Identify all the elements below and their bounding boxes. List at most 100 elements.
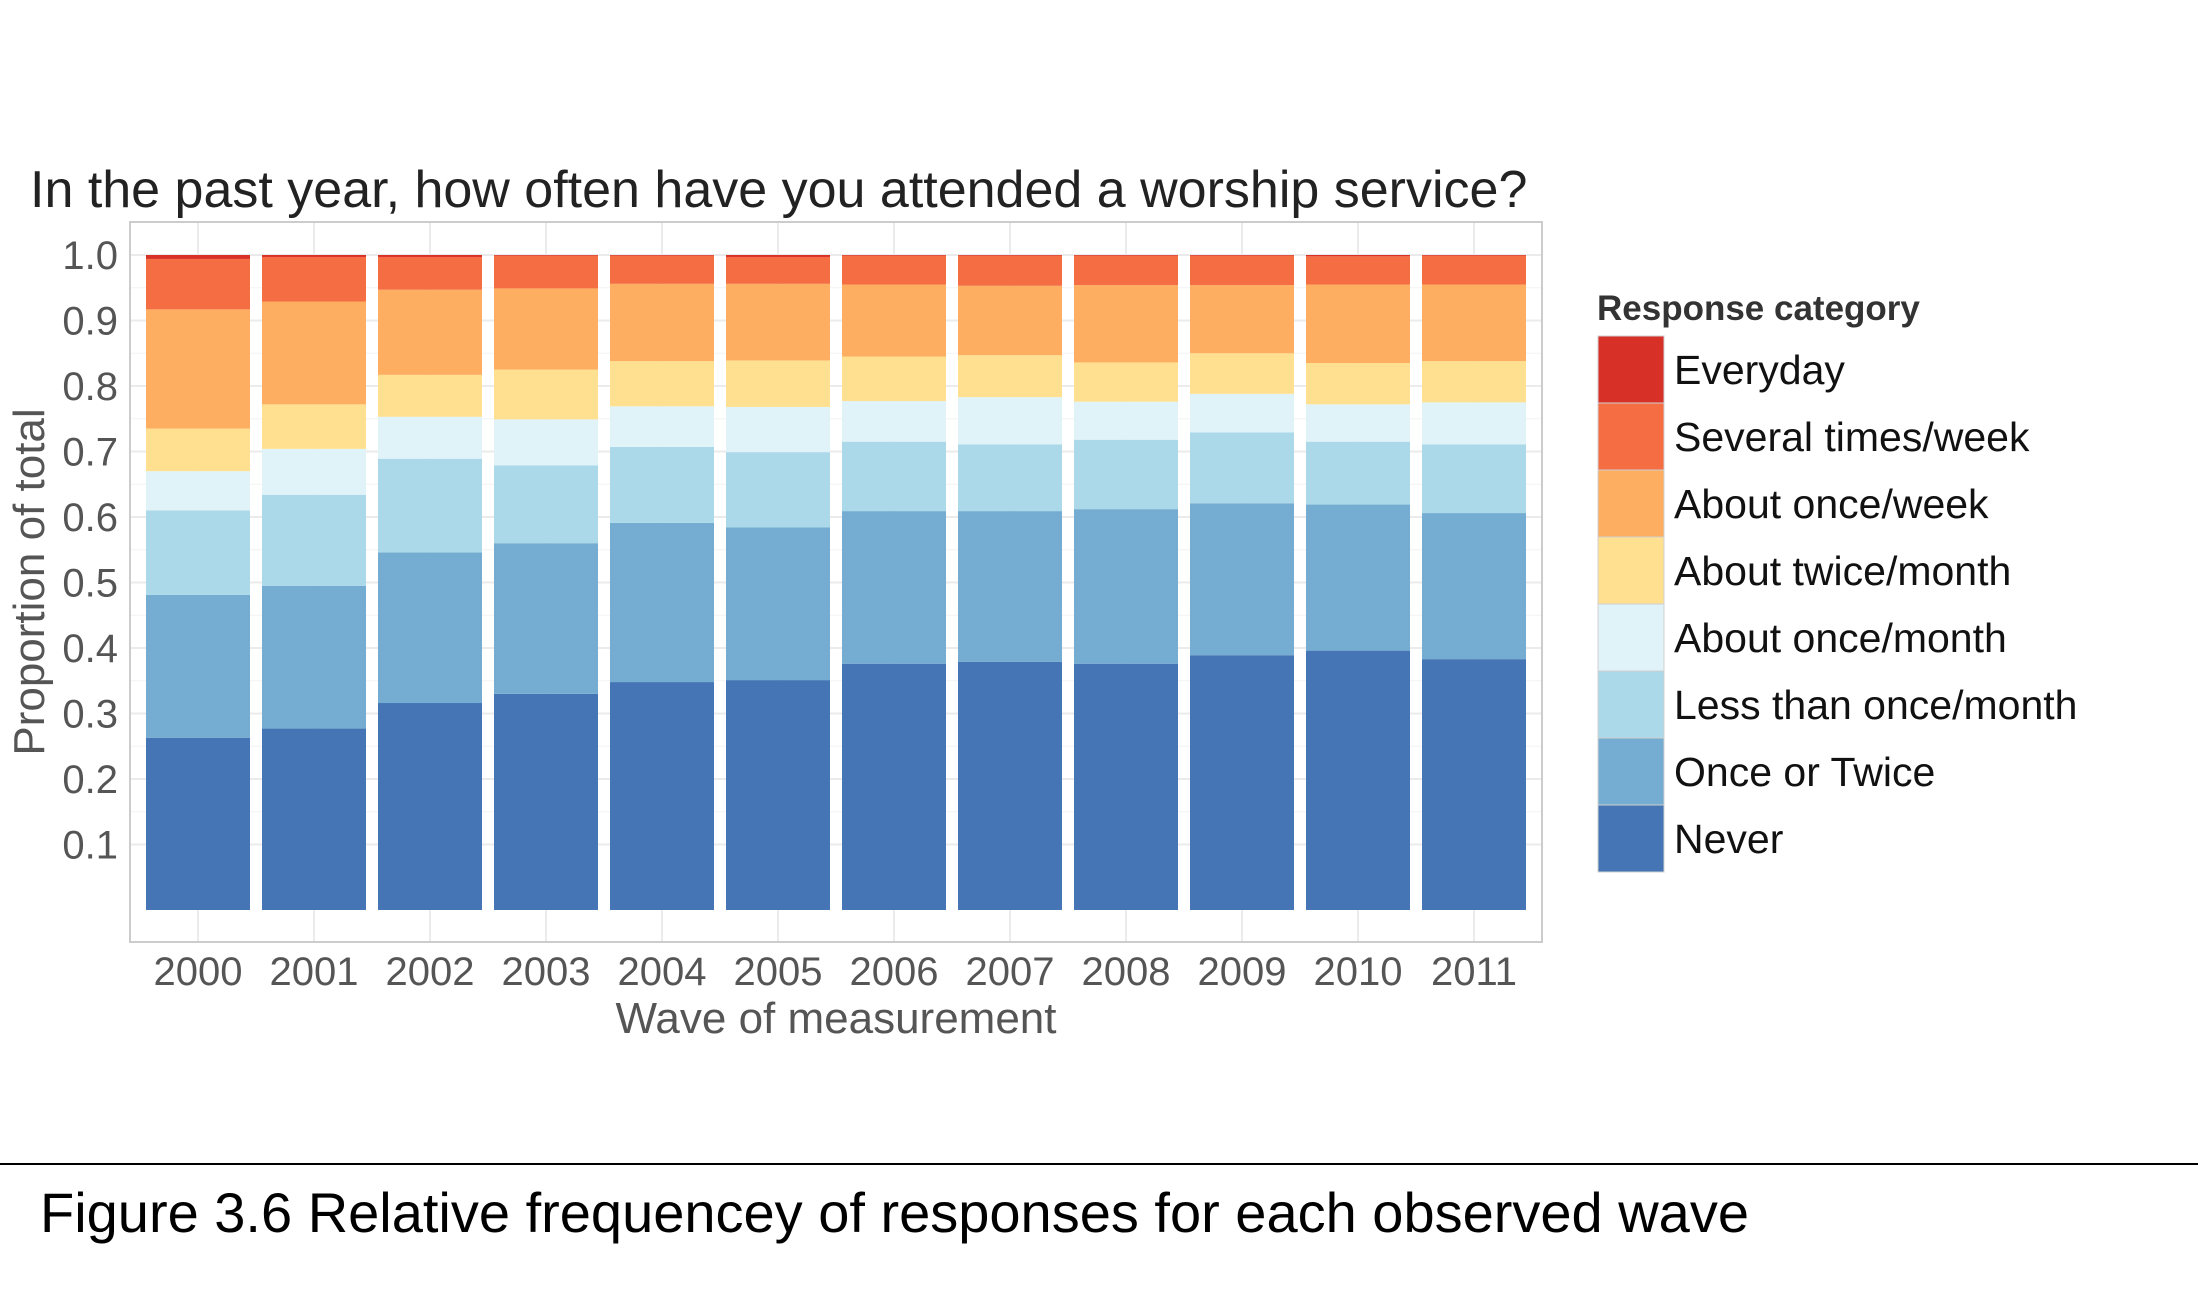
bar-segment xyxy=(378,458,482,553)
bar-segment xyxy=(842,401,946,442)
legend-swatch xyxy=(1597,469,1665,538)
x-tick-label: 2000 xyxy=(154,950,243,994)
bar-segment xyxy=(262,404,366,449)
bar-segment xyxy=(378,289,482,375)
bar-segment xyxy=(262,301,366,405)
legend: Everyday Several times/week About once/wee… xyxy=(1597,335,2077,873)
bar-segment xyxy=(1422,659,1526,910)
legend-label: Less than once/month xyxy=(1674,682,2077,728)
legend-label: About twice/month xyxy=(1674,548,2011,594)
bar-segment xyxy=(842,511,946,664)
bar-segment xyxy=(1190,393,1294,433)
bar-segment xyxy=(1190,285,1294,354)
bar-segment xyxy=(842,284,946,357)
bar-segment xyxy=(1190,255,1294,256)
bar-segment xyxy=(494,543,598,694)
bar-segment xyxy=(958,661,1062,910)
bar-segment xyxy=(958,285,1062,356)
y-tick-label: 0.7 xyxy=(62,431,118,475)
bar-segment xyxy=(1074,285,1178,363)
bar-segment xyxy=(1422,361,1526,403)
bar-segment xyxy=(842,441,946,512)
x-tick-label: 2007 xyxy=(966,950,1055,994)
caption-divider xyxy=(0,1163,2198,1165)
legend-swatch xyxy=(1597,536,1665,605)
bar-segment xyxy=(146,258,250,310)
bar-segment xyxy=(494,693,598,910)
y-tick-label: 0.9 xyxy=(62,300,118,344)
y-tick-label: 0.4 xyxy=(62,627,118,671)
legend-swatch xyxy=(1597,737,1665,806)
bar-segment xyxy=(1190,432,1294,504)
bar-segment xyxy=(610,446,714,523)
legend-label: Several times/week xyxy=(1674,414,2030,460)
bar-segment xyxy=(842,663,946,910)
legend-swatch xyxy=(1597,804,1665,873)
bar-segment xyxy=(1306,650,1410,910)
bar-segment xyxy=(378,256,482,290)
y-axis-label: Proportion of total xyxy=(5,408,54,755)
y-tick-label: 1.0 xyxy=(62,234,118,278)
bar-segment xyxy=(378,703,482,910)
bar-segment xyxy=(494,255,598,289)
legend-swatch xyxy=(1597,335,1665,404)
y-tick-label: 0.5 xyxy=(62,562,118,606)
bar-segment xyxy=(378,416,482,459)
bar-segment xyxy=(1074,439,1178,510)
y-tick-label: 0.6 xyxy=(62,496,118,540)
bar-segment xyxy=(494,255,598,256)
x-tick-label: 2005 xyxy=(734,950,823,994)
bar-segment xyxy=(726,680,830,910)
bar-segment xyxy=(726,256,830,284)
bar-segment xyxy=(1422,255,1526,285)
bar-segment xyxy=(1074,509,1178,664)
bar-segment xyxy=(958,255,1062,256)
bar-segment xyxy=(262,255,366,257)
chart-title: In the past year, how often have you att… xyxy=(30,161,1527,219)
y-tick-label: 0.2 xyxy=(62,758,118,802)
bar-segment xyxy=(1306,504,1410,651)
bar-segment xyxy=(146,594,250,738)
bar-segment xyxy=(726,283,830,361)
bar-segment xyxy=(1074,401,1178,440)
legend-swatch xyxy=(1597,402,1665,471)
bar-segment xyxy=(958,444,1062,512)
bar-segment xyxy=(262,448,366,495)
x-tick-label: 2006 xyxy=(850,950,939,994)
bar-segment xyxy=(1074,255,1178,286)
bar-segment xyxy=(146,309,250,429)
bar-segment xyxy=(1306,256,1410,285)
y-tick-label: 0.8 xyxy=(62,365,118,409)
bar-segment xyxy=(1422,284,1526,362)
bar-segment xyxy=(610,361,714,407)
bar-segment xyxy=(842,356,946,402)
bar-segment xyxy=(1306,441,1410,505)
bar-segment xyxy=(1190,255,1294,286)
legend-label: About once/week xyxy=(1674,481,1989,527)
bar-segment xyxy=(610,255,714,256)
y-tick-label: 0.3 xyxy=(62,693,118,737)
bar-segment xyxy=(1306,284,1410,364)
bar-segment xyxy=(262,728,366,910)
bar-segment xyxy=(146,471,250,511)
x-tick-label: 2001 xyxy=(270,950,359,994)
legend-label: Everyday xyxy=(1674,347,1845,393)
bar-segment xyxy=(146,737,250,910)
legend-label: About once/month xyxy=(1674,615,2007,661)
bar-segment xyxy=(726,406,830,453)
bar-segment xyxy=(378,374,482,417)
bar-segment xyxy=(494,288,598,370)
x-tick-label: 2003 xyxy=(502,950,591,994)
bar-segment xyxy=(146,255,250,259)
bar-segment xyxy=(1306,363,1410,405)
x-axis-label: Wave of measurement xyxy=(616,994,1057,1043)
x-tick-label: 2009 xyxy=(1198,950,1287,994)
bar-segment xyxy=(610,283,714,362)
bar-segment xyxy=(146,428,250,472)
bar-segment xyxy=(1190,655,1294,910)
bar-segment xyxy=(1306,255,1410,257)
legend-swatch xyxy=(1597,603,1665,672)
bar-segment xyxy=(262,256,366,302)
bar-segment xyxy=(1074,362,1178,402)
bar-segment xyxy=(1306,404,1410,442)
